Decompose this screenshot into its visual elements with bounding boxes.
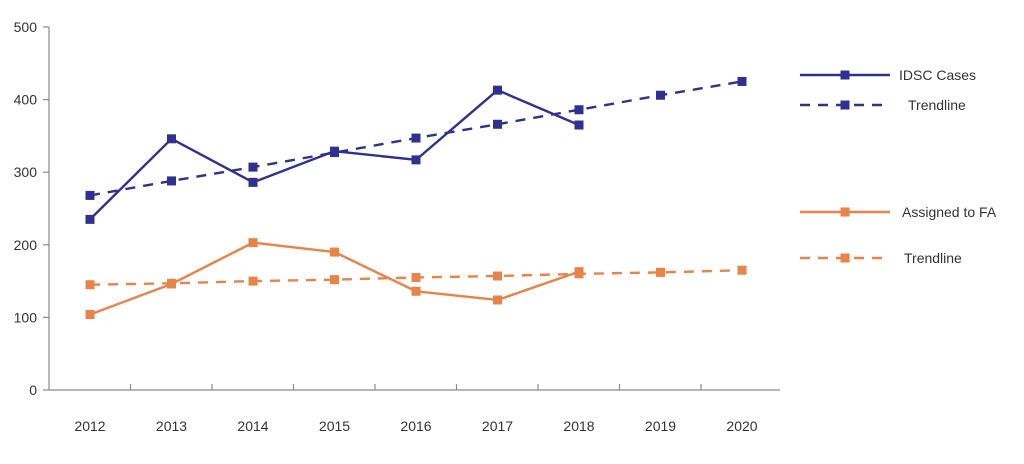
x-tick-label: 2014 xyxy=(237,418,268,434)
series-trendline-1 xyxy=(85,76,747,200)
y-tick-label: 300 xyxy=(14,164,38,180)
data-point-marker xyxy=(248,238,258,248)
data-point-marker xyxy=(737,265,747,275)
data-point-marker xyxy=(737,76,747,86)
y-tick-label: 500 xyxy=(14,19,38,35)
data-point-marker xyxy=(493,271,502,281)
x-tick-label: 2018 xyxy=(563,418,594,434)
data-point-marker xyxy=(656,267,665,277)
data-point-marker xyxy=(411,272,421,282)
data-point-marker xyxy=(248,162,258,172)
legend-marker xyxy=(840,253,850,263)
data-point-marker xyxy=(85,214,95,224)
data-point-marker xyxy=(248,177,258,187)
data-point-marker xyxy=(656,90,665,100)
chart-axes: 0 100 200 300 400 500 2012 2013 2014 2015 2016 2017… xyxy=(14,19,780,434)
data-point-marker xyxy=(493,295,502,305)
data-point-marker xyxy=(248,276,258,286)
data-point-marker xyxy=(411,133,421,143)
data-point-marker xyxy=(85,190,95,200)
y-tick-label: 100 xyxy=(14,309,38,325)
legend-marker xyxy=(840,100,850,110)
y-tick-label: 0 xyxy=(29,382,37,398)
legend-item-trendline-1: Trendline xyxy=(800,97,966,113)
data-point-marker xyxy=(411,155,421,165)
x-tick-label: 2013 xyxy=(156,418,187,434)
data-point-marker xyxy=(493,119,502,129)
x-tick-label: 2020 xyxy=(726,418,757,434)
data-point-marker xyxy=(167,134,176,144)
data-point-marker xyxy=(167,278,176,288)
data-point-marker xyxy=(330,247,339,257)
legend-label: Trendline xyxy=(908,97,966,113)
legend-item-trendline-3: Trendline xyxy=(800,250,962,266)
data-point-marker xyxy=(330,275,339,285)
legend-item-assigned-to-fa-2: Assigned to FA xyxy=(800,204,997,220)
legend-marker xyxy=(840,70,850,80)
data-point-marker xyxy=(330,148,339,158)
x-tick-label: 2019 xyxy=(645,418,676,434)
x-tick-label: 2017 xyxy=(482,418,513,434)
data-point-marker xyxy=(493,85,502,95)
y-tick-label: 400 xyxy=(14,92,38,108)
chart-series xyxy=(85,76,747,319)
legend-marker xyxy=(840,207,850,217)
data-point-marker xyxy=(85,309,95,319)
series-trendline-3 xyxy=(85,265,747,290)
data-point-marker xyxy=(85,280,95,290)
x-tick-label: 2016 xyxy=(400,418,431,434)
legend-label: Assigned to FA xyxy=(902,204,997,220)
legend-label: IDSC Cases xyxy=(899,67,976,83)
data-point-marker xyxy=(411,286,421,296)
x-tick-label: 2015 xyxy=(319,418,350,434)
chart-legend: IDSC Cases Trendline Assigned to FA Trendli… xyxy=(800,67,997,266)
data-point-marker xyxy=(167,176,176,186)
legend-item-idsc-cases-0: IDSC Cases xyxy=(800,67,976,83)
data-point-marker xyxy=(574,269,584,279)
data-point-marker xyxy=(574,105,584,115)
y-tick-label: 200 xyxy=(14,237,38,253)
x-tick-label: 2012 xyxy=(74,418,105,434)
data-point-marker xyxy=(574,120,584,130)
legend-label: Trendline xyxy=(904,250,962,266)
